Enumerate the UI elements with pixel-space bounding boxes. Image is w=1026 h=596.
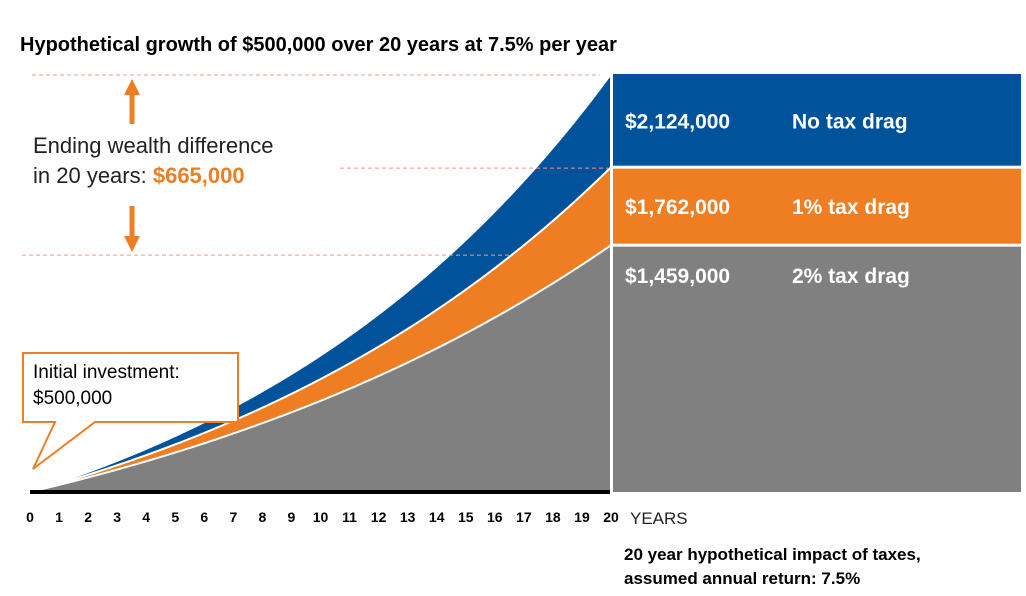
x-axis-line [30,490,611,494]
initial-investment-label: Initial investment: $500,000 [33,360,180,412]
footnote-line-1: 20 year hypothetical impact of taxes, [624,545,921,564]
ending-panel-bg [612,245,1021,492]
x-tick-label: 8 [259,509,267,525]
annotation-value: $665,000 [152,163,245,188]
down-arrow-shaft [129,206,135,239]
x-tick-label: 1 [55,509,63,525]
series-name-label: No tax drag [792,111,908,134]
x-tick-label: 0 [26,509,34,525]
ending-panel-3: $1,459,000 2% tax drag [612,245,1021,492]
x-tick-label: 3 [113,509,121,525]
series-name-label: 2% tax drag [792,265,910,288]
callout-bubble [22,352,239,470]
panel-divider-vertical [610,74,613,494]
chart-title: Hypothetical growth of $500,000 over 20 … [20,34,617,56]
x-tick-label: 10 [313,509,329,525]
x-axis-unit-label: YEARS [630,509,688,528]
ending-value-label: $1,762,000 [625,196,730,219]
x-tick-label: 11 [342,509,357,525]
series-areas [29,73,612,494]
callout-line-2: $500,000 [33,388,113,409]
initial-investment-callout [22,352,239,470]
ending-panel-2: $1,762,000 1% tax drag [612,167,1021,246]
ending-value-label: $2,124,000 [625,111,730,134]
ending-value-panels: $2,124,000 No tax drag $1,762,000 1% tax dr… [610,74,1021,494]
annotation-line-1: Ending wealth difference [33,133,274,158]
ending-panel-1: $2,124,000 No tax drag [612,74,1021,168]
x-tick-label: 7 [229,509,237,525]
ending-panel-bg [612,167,1021,246]
annotation-line-2: in 20 years: $665,000 [33,161,274,191]
panel-divider [611,165,1021,169]
difference-guides [22,74,608,256]
x-tick-label: 18 [545,509,561,525]
x-tick-label: 5 [171,509,179,525]
x-tick-label: 20 [603,509,619,525]
series-name-label: 1% tax drag [792,196,910,219]
footnote: 20 year hypothetical impact of taxes, as… [624,543,921,591]
ending-wealth-difference-annotation: Ending wealth difference in 20 years: $6… [33,131,274,191]
x-tick-label: 2 [84,509,92,525]
x-tick-label: 17 [516,509,532,525]
x-tick-label: 19 [574,509,590,525]
series-area-3 [29,244,612,493]
panel-divider [611,243,1021,247]
x-axis-ticks: 0 1 2 3 4 5 6 7 8 9 10 11 12 13 14 15 16 17 18 19 20 [26,509,619,525]
x-tick-label: 13 [400,509,416,525]
ending-panel-bg [612,74,1021,168]
x-tick-label: 4 [142,509,150,525]
annotation-prefix: in 20 years: [33,163,153,188]
x-tick-label: 16 [487,509,503,525]
x-tick-label: 12 [371,509,387,525]
ending-value-label: $1,459,000 [625,265,730,288]
callout-line-1: Initial investment: [33,362,180,383]
up-arrow-shaft [129,92,135,124]
x-tick-label: 15 [458,509,474,525]
x-tick-label: 6 [200,509,208,525]
footnote-line-2: assumed annual return: 7.5% [624,569,861,588]
x-tick-label: 9 [288,509,296,525]
up-arrow-head [124,79,140,95]
down-arrow-head [124,236,140,252]
x-tick-label: 14 [429,509,445,525]
